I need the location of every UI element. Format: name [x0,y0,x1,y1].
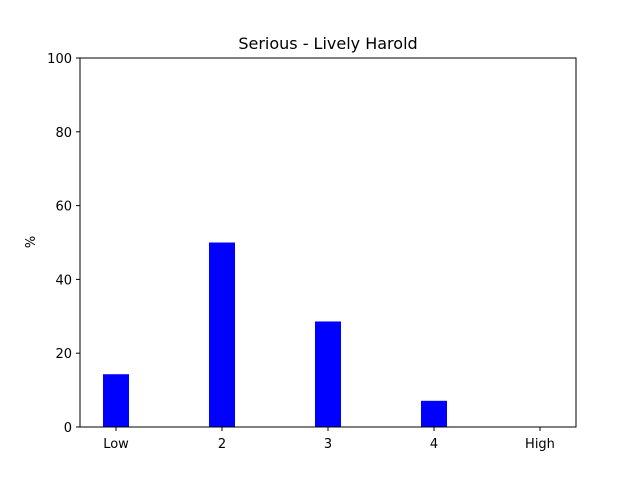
x-tick-label: 4 [430,437,438,452]
x-tick-label: High [525,437,555,452]
plot-frame [79,57,577,428]
bar-low [103,374,129,427]
x-tick-label: 2 [218,437,226,452]
axes-group: 0 20 40 60 80 100 Low 2 3 4 High [47,52,555,452]
bar-2 [209,242,235,427]
x-tick-label: Low [103,437,129,452]
y-tick-label: 100 [47,52,72,67]
y-tick-label: 80 [55,126,72,141]
x-tick-label: 3 [324,437,332,452]
y-tick-label: 60 [55,200,72,215]
y-axis-label: % [24,236,39,248]
bar-3 [315,321,341,427]
bars-group [103,242,447,427]
y-tick-label: 20 [55,347,72,362]
y-tick-label: 0 [64,421,72,436]
bar-4 [421,400,447,427]
y-tick-label: 40 [55,273,72,288]
chart-title: Serious - Lively Harold [238,34,417,53]
